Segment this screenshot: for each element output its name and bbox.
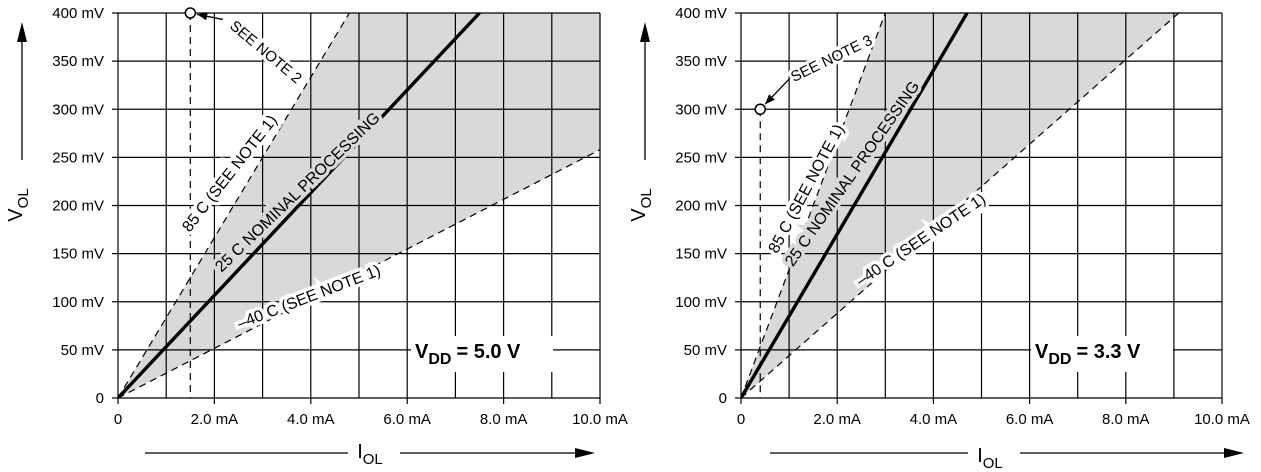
x-tick-label: 10.0 mA	[572, 411, 628, 428]
y-tick-label: 0	[719, 390, 727, 407]
supply-value: = 5.0 V	[456, 341, 521, 363]
x-tick-label: 10.0 mA	[1194, 411, 1250, 428]
supply-sub: DD	[428, 351, 451, 368]
y-tick-label: 0	[96, 390, 104, 407]
x-axis-label: IOL	[977, 445, 1003, 472]
y-tick-label: 50 mV	[61, 342, 104, 359]
y-tick-label: 100 mV	[675, 294, 727, 311]
limit-line	[118, 13, 350, 398]
y-tick-label: 200 mV	[52, 198, 104, 215]
limit-line	[741, 13, 1180, 398]
x-tick-label: 8.0 mA	[480, 411, 528, 428]
x-axis-arrowhead	[1224, 448, 1244, 458]
supply-value: = 3.3 V	[1076, 341, 1141, 363]
y-axis-label-sub: OL	[15, 188, 32, 208]
series-lines	[118, 13, 600, 398]
y-tick-label: 350 mV	[675, 53, 727, 70]
supply-box	[1031, 336, 1173, 372]
y-axis-label: VOL	[628, 188, 655, 221]
supply-main: V	[1035, 341, 1049, 363]
note-label: SEE NOTE 2	[226, 17, 305, 87]
y-tick-label: 300 mV	[675, 101, 727, 118]
y-axis-arrowhead	[17, 22, 27, 42]
nominal-line	[118, 13, 481, 398]
note-marker	[184, 7, 197, 19]
chart-panel-2: 0 50 mV 100 mV 150 mV 200 mV 250 mV 300 mV 350 …	[628, 5, 1250, 472]
supply-box	[411, 336, 553, 372]
supply-label: VDD = 3.3 V	[1035, 341, 1141, 368]
x-tick-label: 0	[114, 411, 122, 428]
x-tick-label: 4.0 mA	[910, 411, 958, 428]
x-axis-label-sub: OL	[983, 455, 1003, 472]
note-arrowhead	[197, 12, 208, 21]
y-axis-arrowhead	[640, 22, 650, 42]
y-tick-label: 400 mV	[52, 5, 104, 22]
x-axis-label-main: I	[357, 441, 363, 463]
note-marker	[754, 103, 766, 115]
supply-sub: DD	[1048, 351, 1071, 368]
y-tick-label: 250 mV	[52, 149, 104, 166]
x-tick-label: 0	[737, 411, 745, 428]
y-tick-label: 100 mV	[52, 294, 104, 311]
chart-panel-1: 0 50 mV 100 mV 150 mV 200 mV 250 mV 300 mV 350 …	[5, 5, 628, 468]
x-tick-label: 2.0 mA	[191, 411, 239, 428]
x-tick-label: 6.0 mA	[1006, 411, 1054, 428]
y-tick-label: 150 mV	[675, 246, 727, 263]
x-tick-label: 8.0 mA	[1102, 411, 1150, 428]
y-axis-label-sub: OL	[638, 188, 655, 208]
x-tick-label: 2.0 mA	[813, 411, 861, 428]
supply-main: V	[415, 341, 429, 363]
y-axis-label-main: V	[5, 208, 27, 222]
x-tick-label: 6.0 mA	[383, 411, 431, 428]
nominal-line	[741, 13, 969, 398]
y-tick-label: 400 mV	[675, 5, 727, 22]
y-axis-label-main: V	[628, 208, 650, 222]
series-lines	[741, 13, 1180, 398]
y-tick-label: 350 mV	[52, 53, 104, 70]
limit-line	[741, 13, 886, 398]
y-axis-label: VOL	[5, 188, 32, 221]
x-axis-label-sub: OL	[363, 451, 383, 468]
y-tick-label: 50 mV	[684, 342, 727, 359]
x-axis-label: IOL	[357, 441, 383, 468]
grid	[740, 12, 1223, 399]
x-tick-label: 4.0 mA	[287, 411, 335, 428]
y-tick-label: 250 mV	[675, 149, 727, 166]
x-axis-arrowhead	[575, 448, 595, 458]
y-tick-label: 150 mV	[52, 246, 104, 263]
y-tick-label: 300 mV	[52, 101, 104, 118]
y-tick-label: 200 mV	[675, 198, 727, 215]
supply-label: VDD = 5.0 V	[415, 341, 521, 368]
note-arrowhead	[765, 94, 775, 105]
x-axis-label-main: I	[977, 445, 983, 467]
limit-line	[118, 149, 600, 398]
